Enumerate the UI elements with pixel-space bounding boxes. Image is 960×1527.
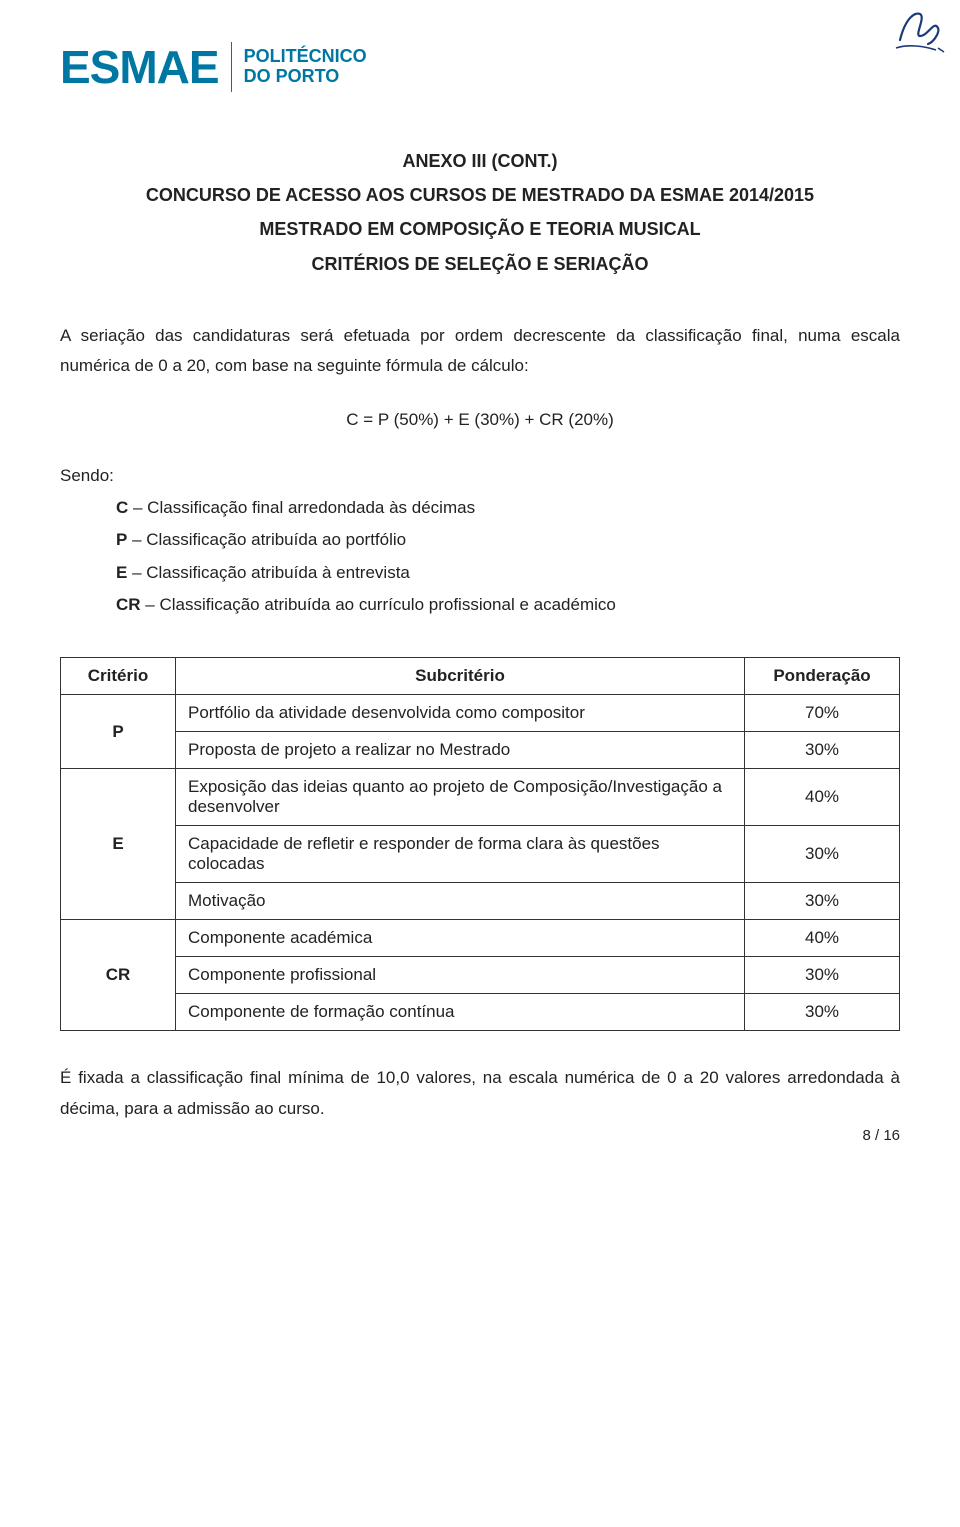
concurso-title: CONCURSO DE ACESSO AOS CURSOS DE MESTRAD… [60,178,900,212]
logo-divider [231,42,232,92]
subcriterio-cell: Motivação [176,883,745,920]
formula-text: C = P (50%) + E (30%) + CR (20%) [60,410,900,430]
table-row: Componente de formação contínua30% [61,994,900,1031]
table-row: PPortfólio da atividade desenvolvida com… [61,695,900,732]
brand-header: ESMAE POLITÉCNICO DO PORTO [60,40,900,94]
document-page: ESMAE POLITÉCNICO DO PORTO ANEXO III (CO… [0,0,960,1164]
criterio-cell: P [61,695,176,769]
logo-sub-text: POLITÉCNICO DO PORTO [244,47,367,87]
intro-paragraph: A seriação das candidaturas será efetuad… [60,321,900,382]
header-criterio: Critério [61,658,176,695]
anexo-title: ANEXO III (CONT.) [60,144,900,178]
subcriterio-cell: Portfólio da atividade desenvolvida como… [176,695,745,732]
ponderacao-cell: 30% [745,994,900,1031]
logo-sub-line2: DO PORTO [244,66,340,86]
ponderacao-cell: 30% [745,957,900,994]
definitions-block: C – Classificação final arredondada às d… [60,492,900,621]
page-number: 8 / 16 [862,1127,900,1144]
table-row: CRComponente académica40% [61,920,900,957]
ponderacao-cell: 30% [745,732,900,769]
subcriterio-cell: Componente académica [176,920,745,957]
criterio-cell: CR [61,920,176,1031]
criteria-table: Critério Subcritério Ponderação PPortfól… [60,657,900,1031]
title-block: ANEXO III (CONT.) CONCURSO DE ACESSO AOS… [60,144,900,281]
criteria-header-row: Critério Subcritério Ponderação [61,658,900,695]
subcriterio-cell: Capacidade de refletir e responder de fo… [176,826,745,883]
def-c: C – Classificação final arredondada às d… [116,492,900,524]
table-row: Proposta de projeto a realizar no Mestra… [61,732,900,769]
criterio-cell: E [61,769,176,920]
logo-sub-line1: POLITÉCNICO [244,46,367,66]
ponderacao-cell: 30% [745,883,900,920]
table-row: Componente profissional30% [61,957,900,994]
table-row: EExposição das ideias quanto ao projeto … [61,769,900,826]
def-e: E – Classificação atribuída à entrevista [116,557,900,589]
subcriterio-cell: Componente profissional [176,957,745,994]
def-p: P – Classificação atribuída ao portfólio [116,524,900,556]
subcriterio-cell: Componente de formação contínua [176,994,745,1031]
subcriterio-cell: Proposta de projeto a realizar no Mestra… [176,732,745,769]
table-row: Motivação30% [61,883,900,920]
criterios-title: CRITÉRIOS DE SELEÇÃO E SERIAÇÃO [60,247,900,281]
ponderacao-cell: 70% [745,695,900,732]
header-subcriterio: Subcritério [176,658,745,695]
final-paragraph: É fixada a classificação final mínima de… [60,1063,900,1124]
ponderacao-cell: 40% [745,920,900,957]
table-row: Capacidade de refletir e responder de fo… [61,826,900,883]
sendo-label: Sendo: [60,466,900,486]
ponderacao-cell: 40% [745,769,900,826]
def-cr: CR – Classificação atribuída ao currícul… [116,589,900,621]
header-ponderacao: Ponderação [745,658,900,695]
signature-mark [894,6,946,59]
ponderacao-cell: 30% [745,826,900,883]
mestrado-title: MESTRADO EM COMPOSIÇÃO E TEORIA MUSICAL [60,212,900,246]
subcriterio-cell: Exposição das ideias quanto ao projeto d… [176,769,745,826]
criteria-table-body: PPortfólio da atividade desenvolvida com… [61,695,900,1031]
logo-main-text: ESMAE [60,40,219,94]
